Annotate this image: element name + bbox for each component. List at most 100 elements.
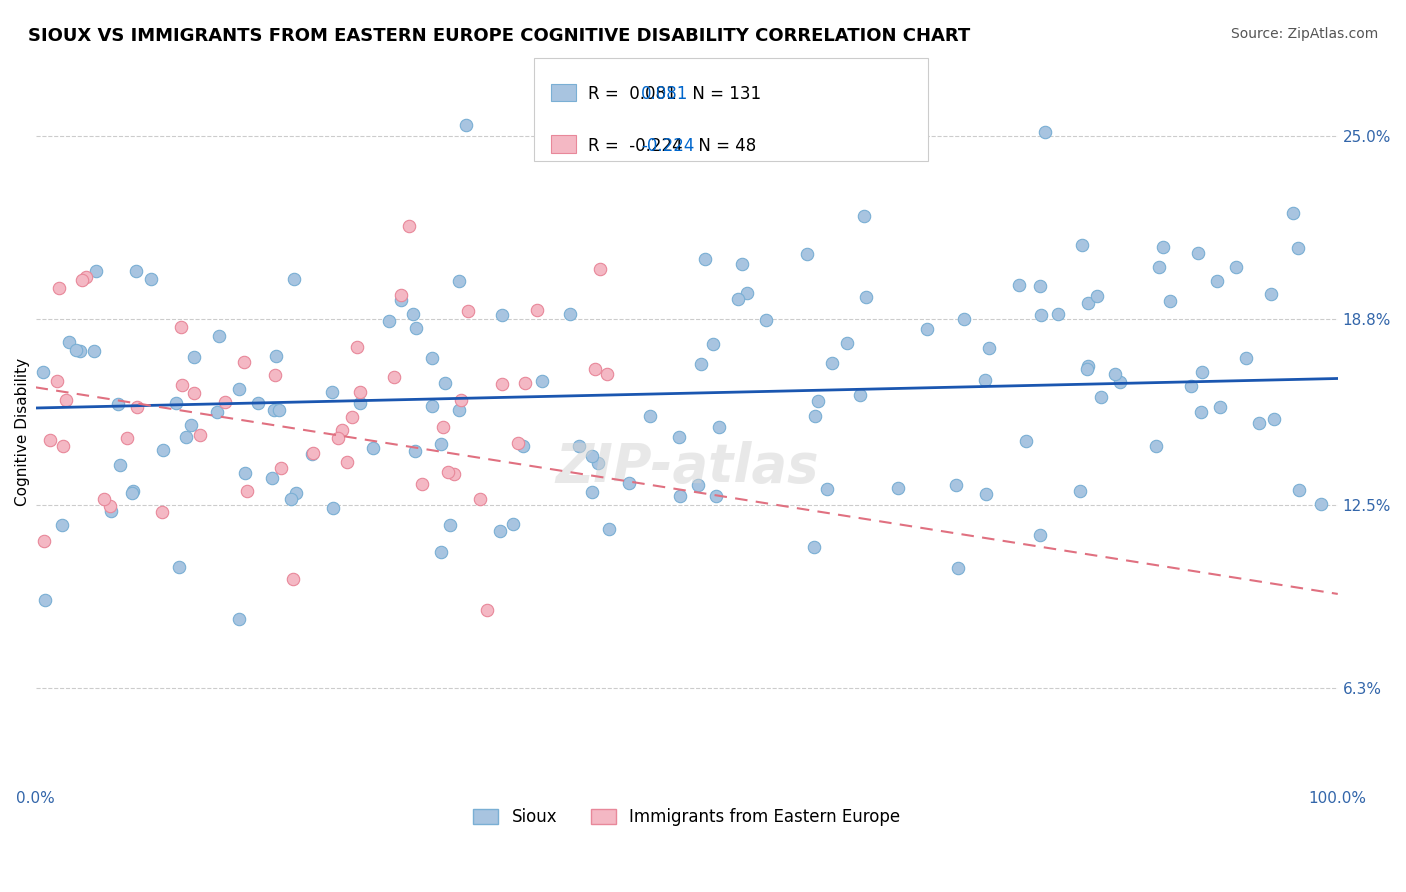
Sioux [1029,528,1052,542]
Sioux [586,456,609,470]
Sioux [512,439,534,453]
Immigrants from Eastern Europe [93,491,115,506]
Immigrants from Eastern Europe [382,370,405,384]
Sioux [887,481,910,495]
Sioux [100,504,122,518]
Sioux [208,329,231,343]
Immigrants from Eastern Europe [32,533,55,548]
Sioux [1015,434,1038,448]
Sioux [502,516,524,531]
Immigrants from Eastern Europe [39,433,62,447]
Sioux [1286,241,1309,255]
Sioux [953,312,976,326]
Sioux [686,477,709,491]
Immigrants from Eastern Europe [115,431,138,445]
Sioux [915,322,938,336]
Sioux [1071,238,1094,252]
Sioux [267,402,290,417]
Sioux [246,396,269,410]
Sioux [640,409,662,424]
Immigrants from Eastern Europe [270,461,292,475]
Sioux [429,544,451,558]
Immigrants from Eastern Europe [150,505,173,519]
Immigrants from Eastern Europe [432,420,454,434]
Sioux [121,486,143,500]
Sioux [1234,351,1257,365]
Sioux [1159,294,1181,309]
Sioux [945,478,967,492]
Immigrants from Eastern Europe [475,603,498,617]
Immigrants from Eastern Europe [398,219,420,234]
Sioux [1149,260,1171,274]
Immigrants from Eastern Europe [98,499,121,513]
Sioux [1077,296,1099,310]
Sioux [1180,379,1202,393]
Immigrants from Eastern Europe [450,393,472,408]
Sioux [530,374,553,388]
Immigrants from Eastern Europe [55,392,77,407]
Sioux [34,592,56,607]
Sioux [803,540,825,554]
Sioux [974,487,997,501]
Sioux [704,489,727,503]
Sioux [205,405,228,419]
Sioux [107,397,129,411]
Sioux [402,307,425,321]
Y-axis label: Cognitive Disability: Cognitive Disability [15,358,30,506]
Sioux [433,376,456,390]
Sioux [65,343,87,357]
Sioux [263,403,285,417]
Immigrants from Eastern Europe [589,262,612,277]
Sioux [264,349,287,363]
Sioux [58,334,80,349]
Sioux [668,430,690,444]
Sioux [420,399,443,413]
Immigrants from Eastern Europe [127,400,149,414]
Sioux [1076,362,1098,376]
Immigrants from Eastern Europe [349,385,371,400]
Sioux [821,356,844,370]
Sioux [849,388,872,402]
Sioux [183,350,205,364]
Sioux [1108,375,1130,389]
Sioux [669,489,692,503]
Sioux [125,264,148,278]
Sioux [804,409,827,423]
Sioux [1189,404,1212,418]
Sioux [581,450,603,464]
Immigrants from Eastern Europe [302,446,325,460]
Sioux [404,443,426,458]
Immigrants from Eastern Europe [336,455,359,469]
Immigrants from Eastern Europe [235,483,257,498]
Immigrants from Eastern Europe [389,288,412,302]
Sioux [1187,246,1209,260]
Sioux [1008,277,1031,292]
Immigrants from Eastern Europe [437,465,460,479]
Sioux [977,341,1000,355]
Immigrants from Eastern Europe [48,281,70,295]
Sioux [489,524,512,538]
Sioux [1028,279,1050,293]
Sioux [139,272,162,286]
Sioux [1031,308,1053,322]
Immigrants from Eastern Europe [526,303,548,318]
Sioux [727,292,749,306]
Sioux [737,285,759,300]
Sioux [731,257,754,271]
Sioux [262,471,284,485]
Immigrants from Eastern Europe [457,303,479,318]
Text: SIOUX VS IMMIGRANTS FROM EASTERN EUROPE COGNITIVE DISABILITY CORRELATION CHART: SIOUX VS IMMIGRANTS FROM EASTERN EUROPE … [28,27,970,45]
Sioux [707,420,730,434]
Sioux [31,365,53,379]
Sioux [1288,483,1310,498]
Sioux [235,467,257,481]
Immigrants from Eastern Europe [583,361,606,376]
Sioux [69,343,91,358]
Immigrants from Eastern Europe [264,368,287,383]
Immigrants from Eastern Europe [75,270,97,285]
Immigrants from Eastern Europe [596,367,619,381]
Sioux [361,442,384,456]
Text: R =  -0.224   N = 48: R = -0.224 N = 48 [588,136,756,154]
Sioux [439,518,461,533]
Text: -0.224: -0.224 [641,136,695,154]
